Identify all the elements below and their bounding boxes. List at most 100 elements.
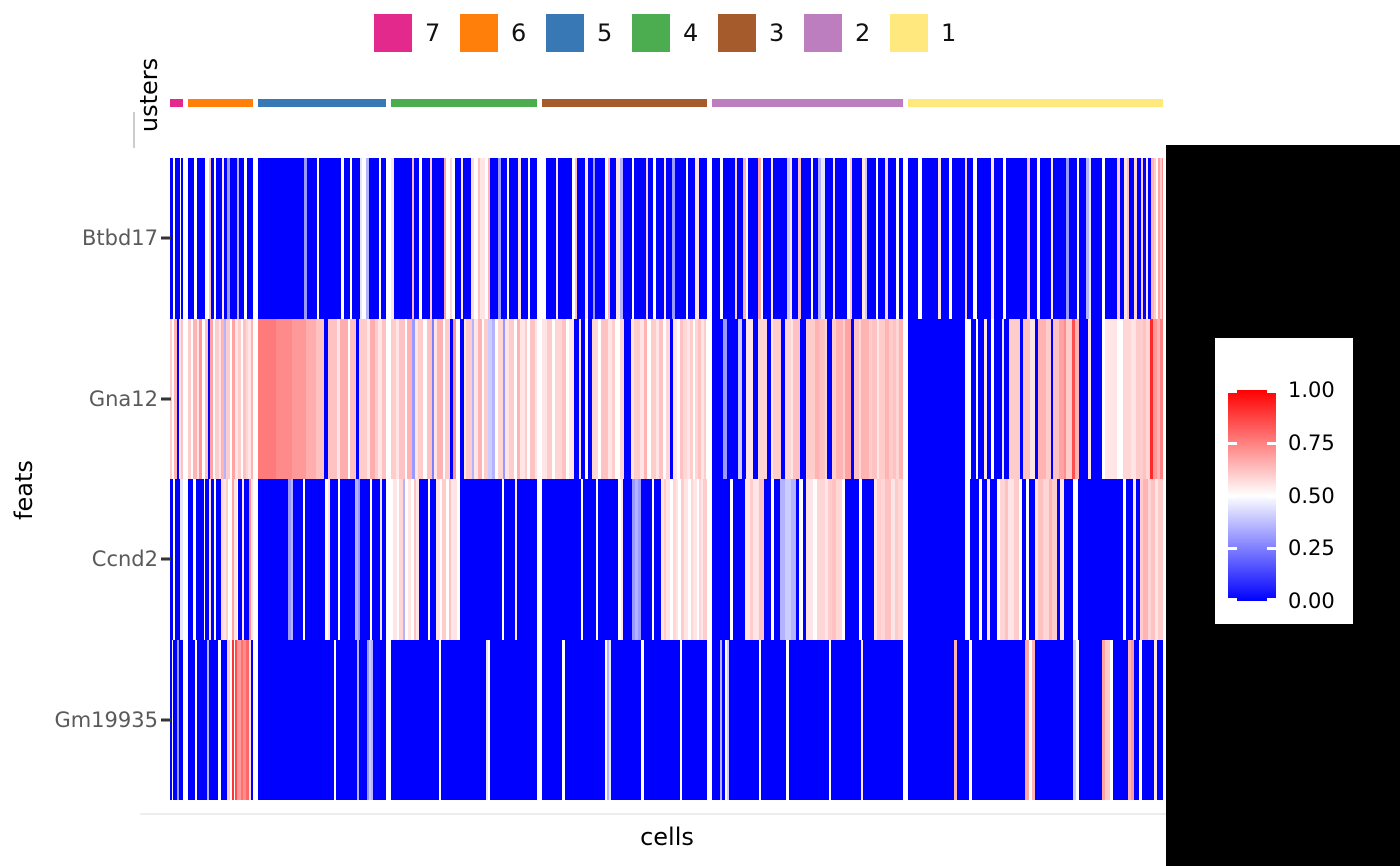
heatmap-cell — [1134, 158, 1137, 319]
heatmap-cell — [1116, 318, 1123, 479]
heatmap-cell — [1079, 158, 1086, 319]
heatmap-cell — [1151, 158, 1154, 319]
heatmap-cell — [835, 479, 842, 640]
colorbar-tick-label: 0.50 — [1288, 483, 1335, 508]
heatmap-cell — [832, 158, 835, 319]
heatmap-cell — [687, 479, 692, 640]
heatmap-cell — [1034, 639, 1073, 800]
heatmap-cell — [1079, 318, 1083, 479]
heatmap-cell — [780, 479, 786, 640]
heatmap-cell — [237, 158, 240, 319]
heatmap-cell — [1123, 158, 1127, 319]
heatmap-cell — [656, 318, 660, 479]
heatmap-cell — [752, 318, 758, 479]
heatmap-cell — [1053, 318, 1060, 479]
heatmap-cell — [827, 318, 832, 479]
heatmap-cell — [608, 158, 611, 319]
heatmap-cell — [850, 318, 855, 479]
heatmap-cell — [673, 318, 678, 479]
heatmap-cell — [237, 318, 241, 479]
heatmap-cell — [728, 639, 759, 800]
heatmap-cell — [803, 479, 807, 640]
heatmap-cell — [918, 158, 922, 319]
heatmap-cell — [824, 158, 833, 319]
heatmap-cell — [1129, 158, 1135, 319]
heatmap-cell — [188, 158, 195, 319]
heatmap-cell — [214, 479, 217, 640]
heatmap-block — [391, 158, 538, 319]
heatmap-cell — [224, 158, 228, 319]
legend-item: 3 — [718, 14, 804, 52]
heatmap-cell — [452, 158, 456, 319]
heatmap-cell — [1119, 158, 1124, 319]
heatmap-cell — [214, 158, 217, 319]
heatmap-cell — [220, 639, 228, 800]
heatmap-cell — [719, 158, 723, 319]
heatmap-cell — [207, 318, 210, 479]
heatmap-cell — [1079, 639, 1102, 800]
heatmap-cell — [535, 318, 538, 479]
heatmap-cell — [307, 158, 318, 319]
heatmap-block — [391, 318, 538, 479]
heatmap-cell — [1068, 158, 1078, 319]
heatmap-cell — [632, 158, 635, 319]
heatmap-cell — [817, 479, 825, 640]
heatmap-cell — [341, 158, 345, 319]
colorbar-tick-notch — [1267, 547, 1276, 551]
heatmap-cell — [419, 158, 423, 319]
heatmap-cell — [1040, 158, 1051, 319]
heatmap-cell — [292, 318, 307, 479]
cluster-bar-segment-1 — [907, 99, 1164, 107]
heatmap-cell — [745, 479, 750, 640]
heatmap-block — [170, 479, 183, 640]
heatmap-cell — [247, 318, 251, 479]
heatmap-cell — [760, 158, 763, 319]
heatmap-cell — [240, 318, 243, 479]
colorbar-tick-notch — [1228, 598, 1237, 601]
heatmap-cell — [338, 479, 341, 640]
heatmap-cell — [711, 479, 730, 640]
heatmap-cell — [498, 318, 503, 479]
heatmap-cell — [875, 158, 878, 319]
heatmap-cell — [514, 318, 517, 479]
heatmap-cell — [685, 158, 688, 319]
heatmap-cell — [1158, 479, 1163, 640]
heatmap-cell — [258, 639, 335, 800]
legend-item: 7 — [374, 14, 460, 52]
row-label-Ccnd2: Ccnd2 — [91, 547, 158, 572]
heatmap-block — [188, 158, 254, 319]
heatmap-cell — [895, 158, 899, 319]
heatmap-cell — [614, 318, 621, 479]
heatmap-cell — [460, 318, 464, 479]
heatmap-cell — [605, 639, 608, 800]
heatmap-block — [391, 639, 538, 800]
heatmap-cell — [617, 479, 622, 640]
legend-item: 5 — [546, 14, 632, 52]
colorbar-tick-notch — [1267, 598, 1276, 601]
heatmap-cell — [325, 479, 329, 640]
heatmap-cell — [767, 318, 771, 479]
heatmap-cell — [477, 318, 483, 479]
heatmap-cell — [866, 158, 876, 319]
heatmap-cell — [762, 158, 771, 319]
heatmap-cell — [212, 318, 215, 479]
heatmap-cell — [1088, 318, 1091, 479]
heatmap-cell — [498, 158, 502, 319]
heatmap-cell — [244, 479, 250, 640]
heatmap-cell — [681, 639, 707, 800]
heatmap-cell — [785, 639, 789, 800]
heatmap-cell — [824, 318, 828, 479]
heatmap-cell — [679, 639, 682, 800]
heatmap-cell — [433, 318, 438, 479]
heatmap-block — [258, 158, 387, 319]
heatmap-cell — [646, 158, 649, 319]
heatmap-cell — [218, 318, 222, 479]
heatmap-block — [258, 318, 387, 479]
heatmap-cell — [692, 318, 696, 479]
heatmap-cell — [330, 479, 339, 640]
heatmap-cell — [242, 318, 246, 479]
heatmap-cell — [431, 318, 434, 479]
heatmap-cell — [1150, 318, 1153, 479]
heatmap-cell — [394, 158, 413, 319]
heatmap-cell — [239, 158, 245, 319]
